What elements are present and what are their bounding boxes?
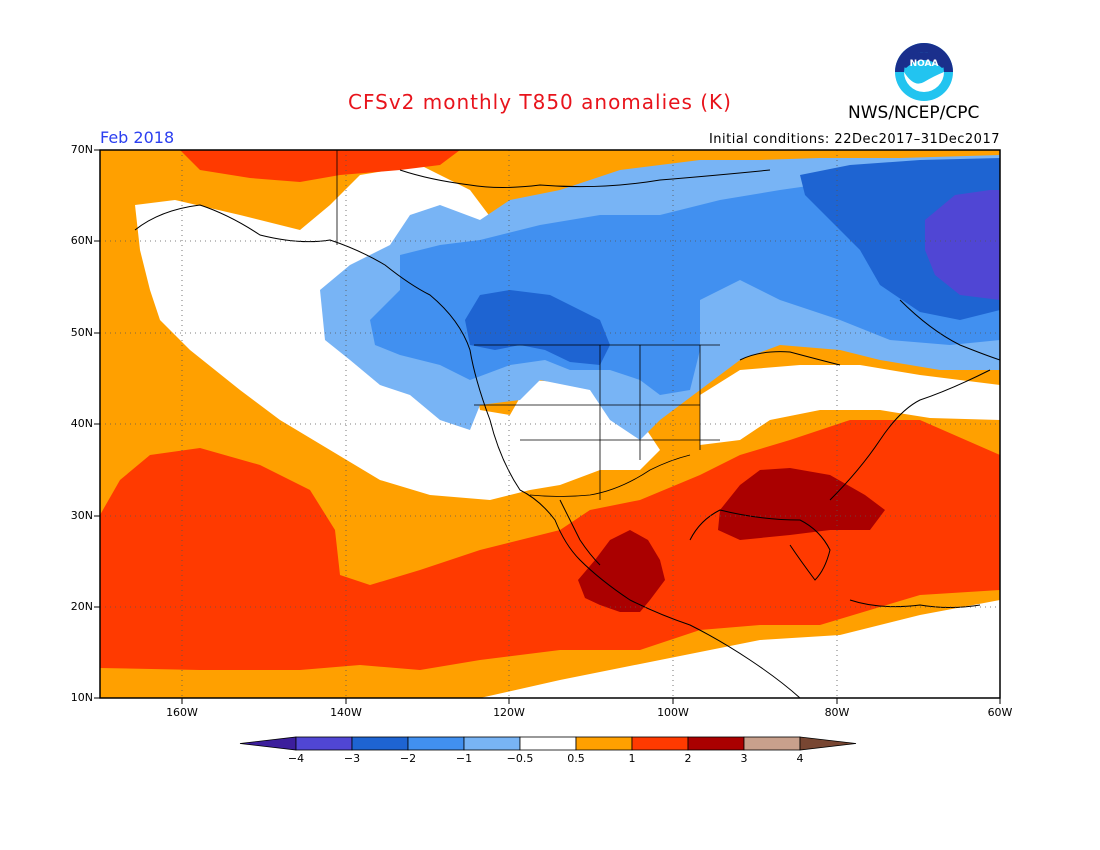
colorbar-swatch (519, 736, 577, 751)
field-violet-baffin (925, 190, 1000, 300)
colorbar-label: 1 (628, 752, 636, 765)
lat-label: 20N (70, 600, 93, 613)
lon-label: 60W (987, 706, 1013, 719)
colorbar-label: 3 (740, 752, 748, 765)
colorbar-swatch (295, 736, 353, 751)
lat-label: 50N (70, 326, 93, 339)
axis-ticks (94, 149, 1001, 704)
colorbar-swatch (687, 736, 745, 751)
colorbar-label: −0.5 (506, 752, 534, 765)
colorbar-swatch (631, 736, 689, 751)
coastlines (134, 169, 1000, 698)
colorbar-label: −3 (343, 752, 361, 765)
lon-label: 140W (330, 706, 362, 719)
org-label: NWS/NCEP/CPC (848, 103, 980, 123)
lon-label: 100W (657, 706, 689, 719)
colorbar-arrow-high (799, 736, 857, 751)
colorbar-label: −1 (455, 752, 473, 765)
colorbar-swatch (463, 736, 521, 751)
colorbar-label: 4 (796, 752, 804, 765)
noaa-logo-icon: NOAA (895, 43, 953, 101)
lat-label: 70N (70, 143, 93, 156)
colorbar-swatch (351, 736, 409, 751)
field-red-north (180, 150, 460, 182)
field-white-tropics (480, 600, 1000, 698)
colorbar-swatch (575, 736, 633, 751)
colorbar-label: 0.5 (567, 752, 585, 765)
lon-label: 120W (493, 706, 525, 719)
colorbar-label: 2 (684, 752, 692, 765)
field-white-greatlakes (700, 365, 1000, 445)
gridlines (100, 150, 1000, 698)
lon-label: 160W (166, 706, 198, 719)
map-title: CFSv2 monthly T850 anomalies (K) (348, 90, 732, 114)
political-borders (336, 150, 720, 500)
svg-text:NOAA: NOAA (910, 59, 939, 69)
field-medblue-prairies (465, 290, 610, 365)
lat-label: 30N (70, 509, 93, 522)
lon-label: 80W (824, 706, 850, 719)
colorbar-label: −4 (287, 752, 305, 765)
lat-label: 40N (70, 417, 93, 430)
lat-label: 10N (70, 691, 93, 704)
field-darkred-mexico (578, 530, 665, 612)
initial-conditions-label: Initial conditions: 22Dec2017–31Dec2017 (708, 132, 1000, 147)
colorbar-label: −2 (399, 752, 417, 765)
colorbar-swatch (407, 736, 465, 751)
colorbar-arrow-low (239, 736, 297, 751)
lat-label: 60N (70, 234, 93, 247)
month-label: Feb 2018 (100, 128, 175, 147)
colorbar-swatch (743, 736, 801, 751)
